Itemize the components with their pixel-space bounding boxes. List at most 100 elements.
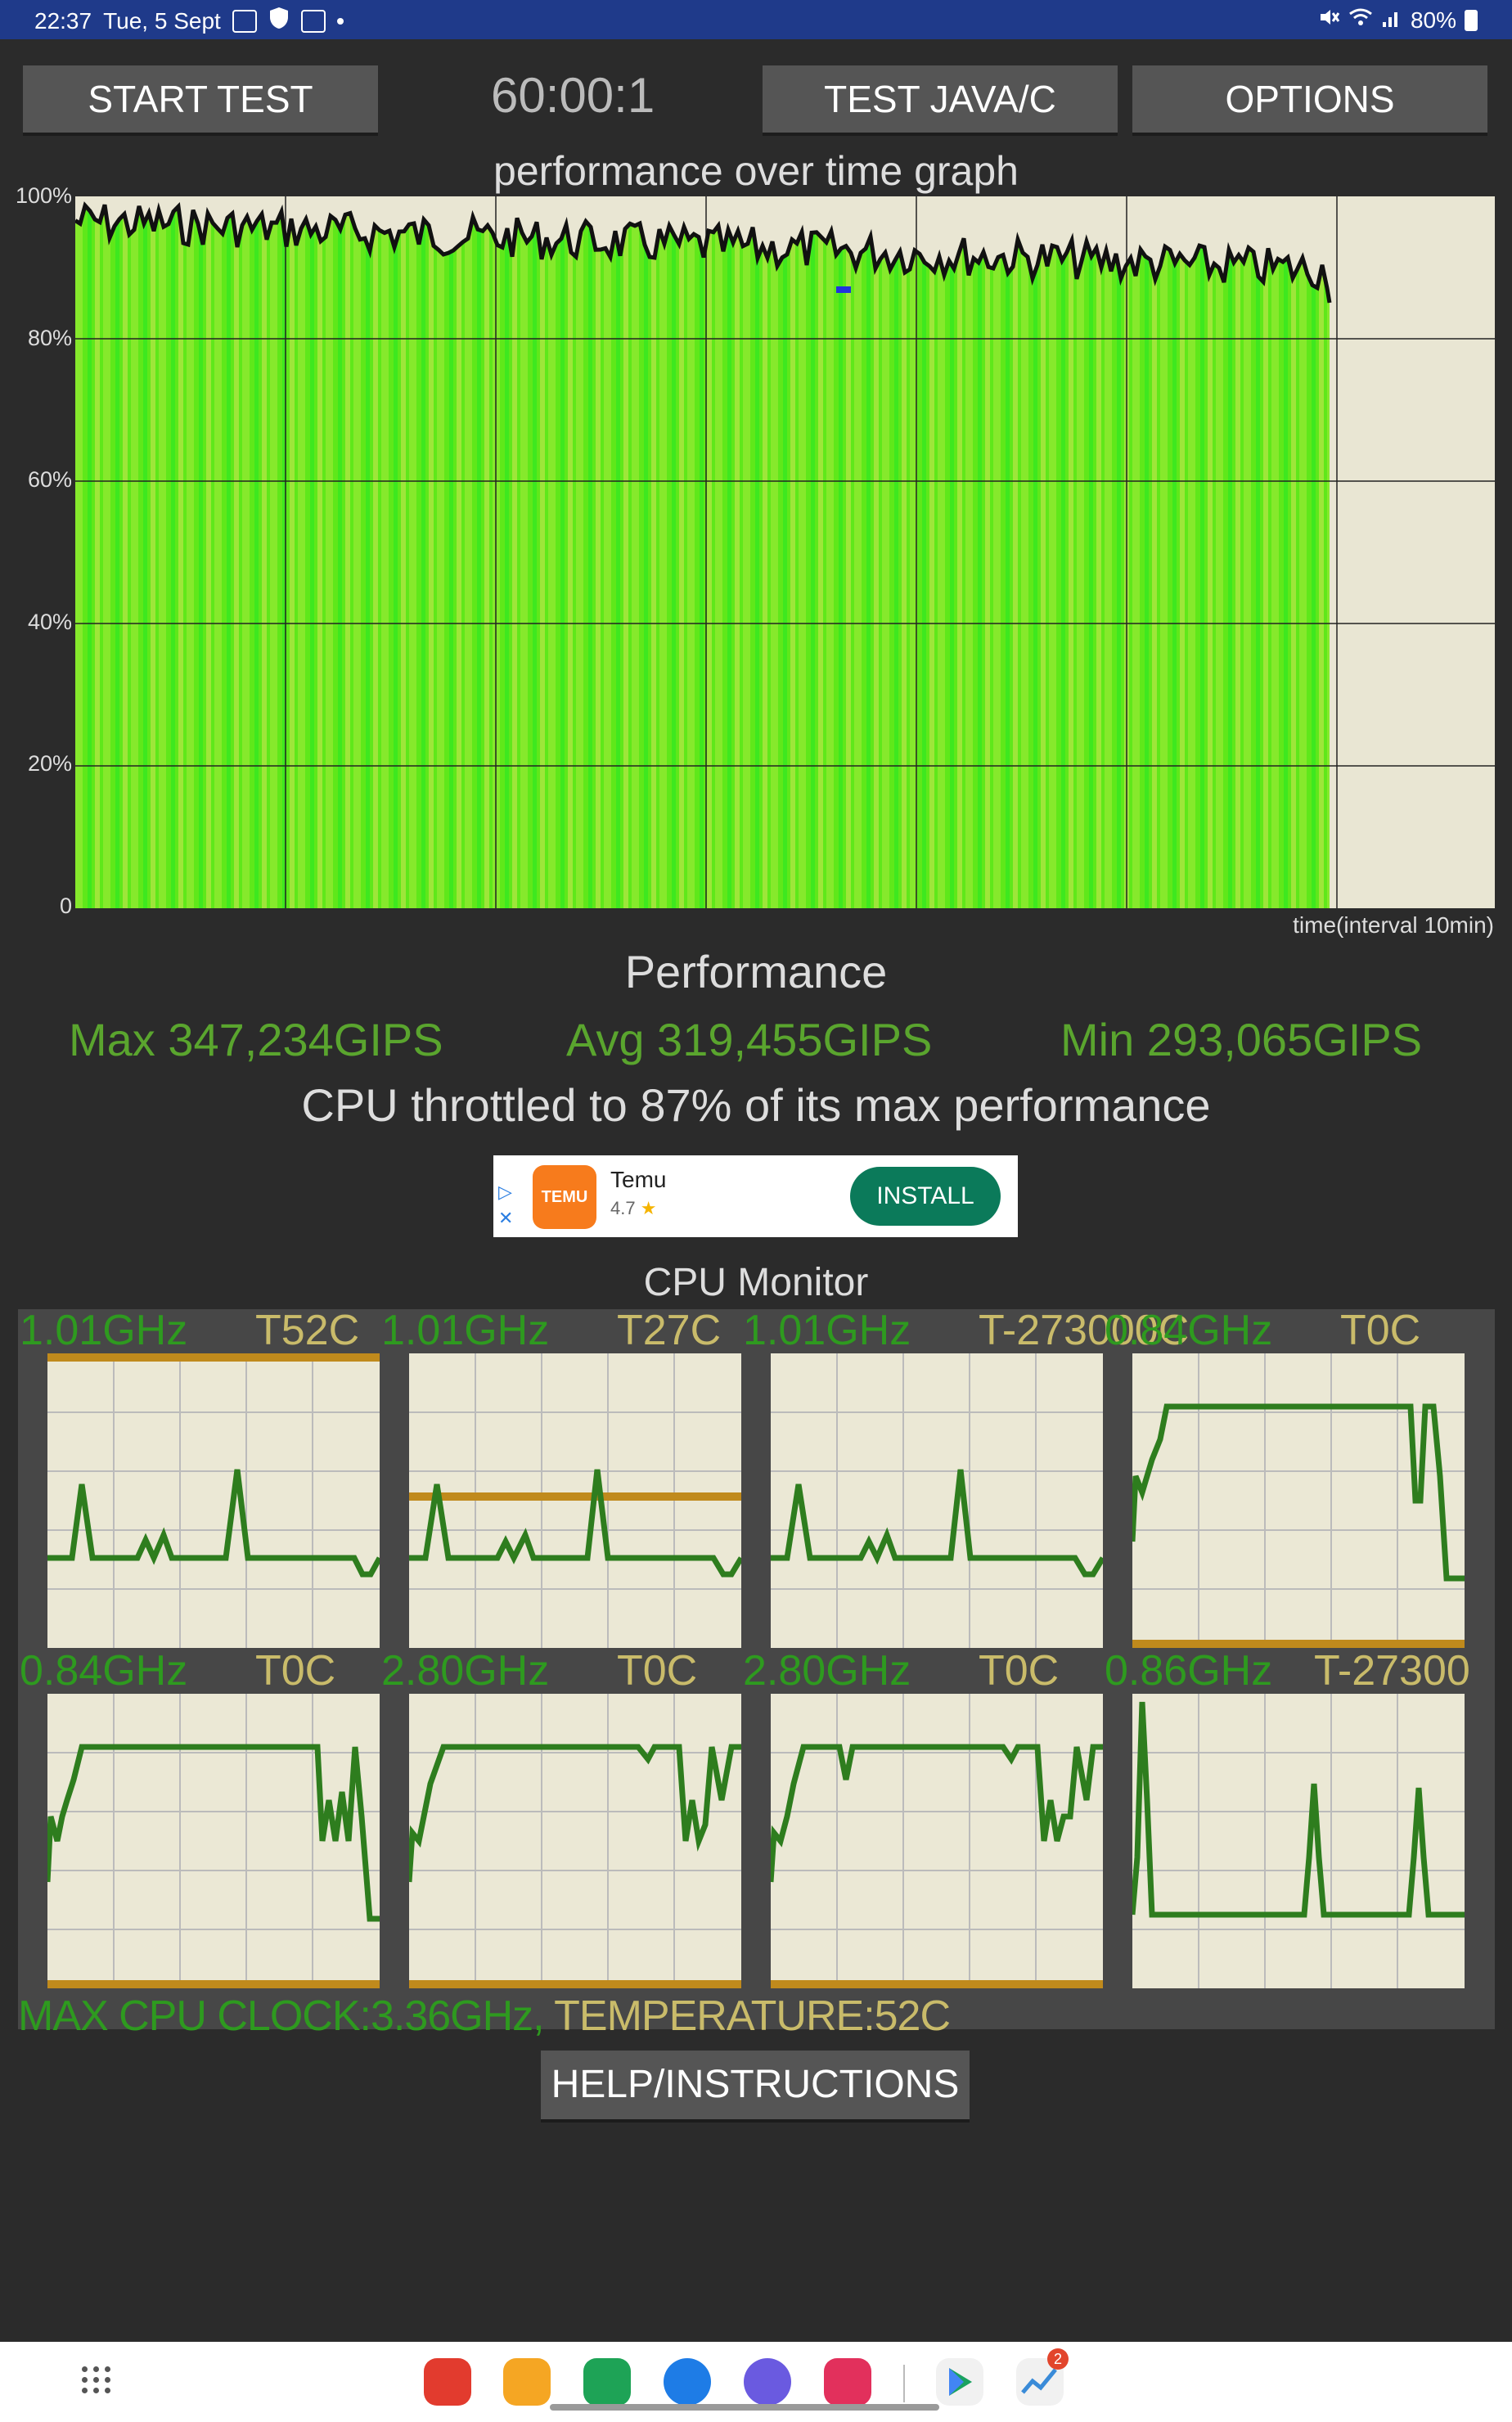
cpu-core-2-temp: T-273000C: [979, 1307, 1190, 1354]
test-timer: 60:00:1: [491, 68, 655, 123]
wifi-icon: [1348, 6, 1373, 34]
y-label-20: 20%: [27, 751, 72, 776]
current-position-marker: [836, 286, 851, 293]
status-time: 22:37: [34, 7, 92, 34]
y-label-100: 100%: [15, 183, 72, 208]
internet-icon[interactable]: [744, 2358, 791, 2406]
y-label-0: 0: [59, 894, 72, 918]
gallery-icon: [232, 9, 257, 33]
cpu-core-2-chart: [771, 1353, 1106, 1648]
cpu-core-7: 0.86GHz T-27300: [1103, 1647, 1470, 1989]
notification-badge: 2: [1047, 2348, 1069, 2370]
max-performance: Max 347,234GIPS: [69, 1014, 443, 1065]
options-button[interactable]: OPTIONS: [1132, 65, 1487, 133]
phone-icon[interactable]: [583, 2358, 631, 2406]
cpu-core-0: 1.01GHz T52C: [18, 1307, 383, 1649]
temp-bar: [47, 1353, 380, 1362]
ad-app-name: Temu: [610, 1167, 667, 1192]
x-axis-caption: time(interval 10min): [1293, 912, 1494, 938]
y-label-80: 80%: [27, 326, 72, 350]
cpu-core-6: 2.80GHz T0C: [741, 1647, 1103, 1989]
cpu-core-4-freq: 0.84GHz: [20, 1647, 188, 1695]
graph-title: performance over time graph: [493, 148, 1019, 194]
avg-performance: Avg 319,455GIPS: [566, 1014, 933, 1065]
performance-fill: [75, 205, 1330, 909]
cpu-core-0-plot: [47, 1353, 383, 1648]
cpu-core-7-temp: T-27300: [1314, 1647, 1470, 1695]
start-test-button[interactable]: START TEST: [23, 65, 378, 133]
cpu-core-0-freq: 1.01GHz: [20, 1307, 188, 1354]
min-performance: Min 293,065GIPS: [1060, 1014, 1423, 1065]
cpu-core-6-chart: [767, 1694, 1103, 1988]
cpu-core-6-plot: [767, 1694, 1103, 1988]
play-store-icon[interactable]: [936, 2358, 983, 2406]
cpu-core-4-chart: [44, 1694, 380, 1988]
cpu-temperature: TEMPERATURE:52C: [543, 1992, 951, 2040]
y-label-40: 40%: [27, 610, 72, 634]
cpu-core-7-plot: [1129, 1694, 1465, 1988]
cpu-core-3-freq: 0.84GHz: [1105, 1307, 1273, 1354]
dock-divider: [903, 2365, 905, 2402]
cpu-core-2-plot: [771, 1353, 1106, 1648]
cpu-core-7-chart: [1129, 1694, 1465, 1988]
dot-icon: [336, 17, 344, 25]
app-drawer-icon[interactable]: [82, 2366, 111, 2393]
ad-install-button[interactable]: INSTALL: [850, 1167, 1001, 1226]
throttle-text: CPU throttled to 87% of its max performa…: [301, 1079, 1211, 1131]
ad-choices-icon[interactable]: ▷: [498, 1182, 512, 1202]
cpu-core-4-temp: T0C: [255, 1647, 336, 1695]
cpu-monitor-heading: CPU Monitor: [643, 1261, 869, 1304]
mute-icon: [1317, 6, 1340, 34]
y-label-60: 60%: [27, 467, 72, 492]
ad-close-icon[interactable]: ✕: [498, 1208, 514, 1228]
cpu-core-1: 1.01GHz T27C: [380, 1307, 745, 1649]
temu-logo: TEMU: [533, 1165, 596, 1229]
cpu-core-2: 1.01GHz T-273000C: [741, 1307, 1189, 1649]
cpu-core-5-temp: T0C: [617, 1647, 698, 1695]
status-date: Tue, 5 Sept: [103, 7, 221, 34]
ad-banner[interactable]: ▷ ✕ TEMU Temu 4.7 ★ INSTALL: [493, 1155, 1018, 1237]
messages-icon[interactable]: [664, 2358, 711, 2406]
cpu-core-5-chart: [406, 1694, 741, 1988]
cpu-core-3-chart: [1129, 1353, 1465, 1648]
cpu-core-6-temp: T0C: [979, 1647, 1060, 1695]
max-cpu-clock-value: MAX CPU CLOCK:3.36GHz,: [18, 1992, 545, 2040]
shield-icon: [268, 6, 290, 36]
cpu-core-0-temp: T52C: [255, 1307, 360, 1354]
cpu-core-5: 2.80GHz T0C: [380, 1647, 741, 1989]
cpu-core-5-freq: 2.80GHz: [381, 1647, 550, 1695]
cpu-core-6-freq: 2.80GHz: [743, 1647, 911, 1695]
status-bar: 22:37 Tue, 5 Sept 80%: [0, 0, 1512, 39]
performance-graph: [74, 196, 1495, 909]
test-java-c-button[interactable]: TEST JAVA/C: [763, 65, 1118, 133]
max-cpu-clock: MAX CPU CLOCK:3.36GHz, TEMPERATURE:52C: [18, 1992, 951, 2041]
battery-icon: [1465, 9, 1478, 31]
flipboard-icon[interactable]: [424, 2358, 471, 2406]
battery-text: 80%: [1410, 7, 1456, 33]
home-indicator[interactable]: [550, 2404, 939, 2411]
cpu-core-3-plot: [1129, 1353, 1465, 1648]
star-icon: ★: [640, 1198, 657, 1218]
cpu-core-4-plot: [44, 1694, 380, 1988]
cpu-core-3-temp: T0C: [1340, 1307, 1421, 1354]
signal-icon: [1381, 6, 1402, 34]
cpu-core-1-chart: [409, 1353, 745, 1648]
ad-rating-value: 4.7: [610, 1198, 636, 1218]
cpu-core-1-plot: [409, 1353, 745, 1648]
performance-graph-svg: [74, 196, 1495, 909]
cpu-core-1-temp: T27C: [617, 1307, 722, 1354]
cpu-core-0-chart: [47, 1353, 383, 1648]
camera-icon[interactable]: [824, 2358, 871, 2406]
performance-line: [74, 201, 1332, 304]
help-instructions-button[interactable]: HELP/INSTRUCTIONS: [541, 2051, 970, 2119]
keyboard-icon: [300, 9, 326, 33]
cpu-core-5-plot: [406, 1694, 741, 1988]
ad-rating: 4.7 ★: [610, 1198, 656, 1219]
performance-heading: Performance: [624, 946, 888, 997]
cpu-core-1-freq: 1.01GHz: [381, 1307, 550, 1354]
files-icon[interactable]: [503, 2358, 551, 2406]
cpu-core-4: 0.84GHz T0C: [18, 1647, 380, 1989]
cpu-core-2-freq: 1.01GHz: [743, 1307, 911, 1354]
cpu-core-7-freq: 0.86GHz: [1105, 1647, 1273, 1695]
cpu-core-3: 0.84GHz T0C: [1103, 1307, 1465, 1649]
